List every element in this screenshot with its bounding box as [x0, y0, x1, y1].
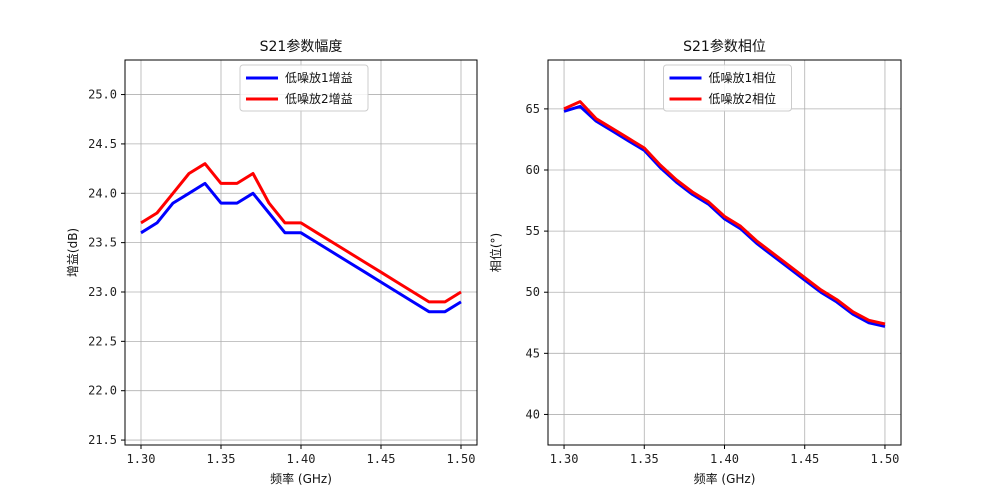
chart-title: S21参数幅度 [260, 38, 343, 55]
x-axis-label: 频率 (GHz) [270, 471, 332, 486]
x-tick-label: 1.50 [871, 452, 900, 466]
series-line-2 [563, 100, 886, 326]
series-line-1 [563, 104, 886, 328]
y-tick-label: 22.0 [88, 384, 117, 398]
x-tick-label: 1.50 [447, 452, 476, 466]
y-tick-label: 22.5 [88, 334, 117, 348]
x-tick-label: 1.30 [550, 452, 579, 466]
legend-label-2: 低噪放2增益 [285, 91, 353, 106]
y-tick-label: 23.5 [88, 236, 117, 250]
legend-label-1: 低噪放1相位 [709, 70, 777, 85]
y-tick-label: 24.5 [88, 137, 117, 151]
y-tick-label: 23.0 [88, 285, 117, 299]
y-tick-label: 50 [526, 285, 540, 299]
x-tick-label: 1.35 [207, 452, 236, 466]
y-tick-label: 45 [526, 346, 540, 360]
x-tick-label: 1.30 [127, 452, 156, 466]
chart-panel-amplitude: 1.30 1.35 1.40 1.45 1.50 21.5 22.0 22.5 23.0 23.5… [66, 38, 478, 486]
x-tick-label: 1.40 [287, 452, 316, 466]
y-tick-label: 40 [526, 407, 540, 421]
series-line-1 [140, 181, 462, 314]
y-tick-label: 65 [526, 102, 540, 116]
x-tick-label: 1.40 [710, 452, 739, 466]
x-tick-label: 1.45 [367, 452, 396, 466]
x-tick-label: 1.45 [790, 452, 819, 466]
y-tick-label: 25.0 [88, 88, 117, 102]
legend-label-2: 低噪放2相位 [709, 91, 777, 106]
x-tick-label: 1.35 [630, 452, 659, 466]
chart-title: S21参数相位 [683, 38, 766, 55]
x-axis-label: 频率 (GHz) [694, 471, 756, 486]
y-tick-label: 21.5 [88, 433, 117, 447]
y-axis-label: 增益(dB) [66, 228, 80, 277]
y-tick-label: 55 [526, 224, 540, 238]
y-tick-label: 24.0 [88, 186, 117, 200]
series-line-2 [140, 162, 462, 304]
chart-panel-phase: 1.30 1.35 1.40 1.45 1.50 40 45 50 55 60 65 S21参数相位频… [488, 38, 902, 486]
legend-label-1: 低噪放1增益 [285, 70, 353, 85]
y-axis-label: 相位(°) [488, 233, 503, 272]
y-tick-label: 60 [526, 163, 540, 177]
